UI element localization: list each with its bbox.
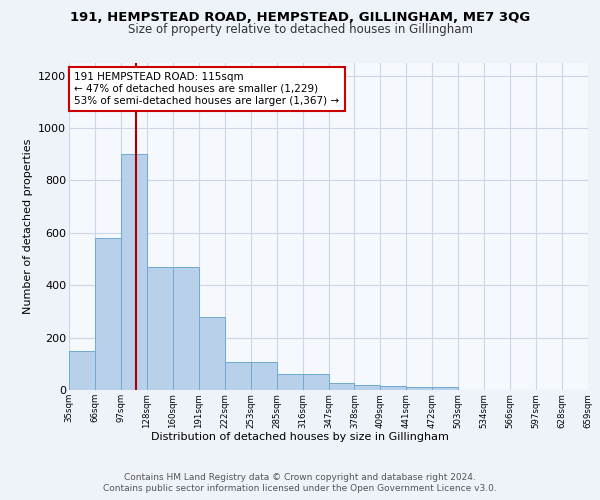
Bar: [380, 386, 406, 390]
Bar: [147, 267, 173, 390]
Bar: [95, 238, 121, 390]
Bar: [121, 154, 147, 390]
Bar: [251, 362, 277, 390]
Text: Contains HM Land Registry data © Crown copyright and database right 2024.: Contains HM Land Registry data © Crown c…: [124, 472, 476, 482]
Bar: [406, 388, 432, 390]
Text: Size of property relative to detached houses in Gillingham: Size of property relative to detached ho…: [128, 22, 473, 36]
Bar: [302, 374, 329, 390]
Bar: [225, 362, 251, 390]
Bar: [355, 385, 380, 390]
Bar: [173, 267, 199, 390]
Bar: [277, 374, 302, 390]
Bar: [69, 350, 95, 390]
Text: Distribution of detached houses by size in Gillingham: Distribution of detached houses by size …: [151, 432, 449, 442]
Bar: [329, 383, 355, 390]
Y-axis label: Number of detached properties: Number of detached properties: [23, 138, 32, 314]
Text: 191 HEMPSTEAD ROAD: 115sqm
← 47% of detached houses are smaller (1,229)
53% of s: 191 HEMPSTEAD ROAD: 115sqm ← 47% of deta…: [74, 72, 340, 106]
Text: Contains public sector information licensed under the Open Government Licence v3: Contains public sector information licen…: [103, 484, 497, 493]
Bar: [199, 316, 224, 390]
Text: 191, HEMPSTEAD ROAD, HEMPSTEAD, GILLINGHAM, ME7 3QG: 191, HEMPSTEAD ROAD, HEMPSTEAD, GILLINGH…: [70, 11, 530, 24]
Bar: [433, 388, 458, 390]
